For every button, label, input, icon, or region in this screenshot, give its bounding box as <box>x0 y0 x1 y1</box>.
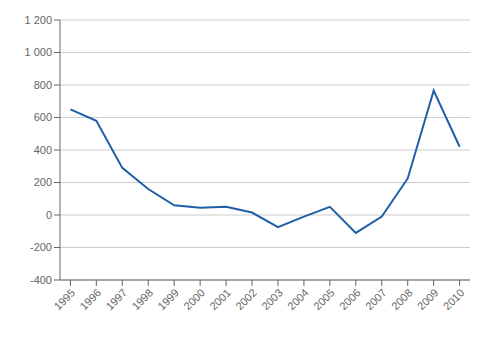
svg-text:2004: 2004 <box>285 286 311 312</box>
svg-text:800: 800 <box>34 79 52 91</box>
svg-text:1995: 1995 <box>52 286 78 312</box>
svg-text:2007: 2007 <box>363 286 389 312</box>
svg-text:2003: 2003 <box>259 286 285 312</box>
svg-text:600: 600 <box>34 111 52 123</box>
svg-text:1 000: 1 000 <box>24 46 52 58</box>
svg-text:2005: 2005 <box>311 286 337 312</box>
svg-text:0: 0 <box>46 209 52 221</box>
svg-text:1997: 1997 <box>103 286 129 312</box>
svg-text:2010: 2010 <box>441 286 467 312</box>
svg-text:2000: 2000 <box>181 286 207 312</box>
svg-text:2008: 2008 <box>389 286 415 312</box>
svg-text:2001: 2001 <box>207 286 233 312</box>
svg-text:1998: 1998 <box>129 286 155 312</box>
svg-text:2006: 2006 <box>337 286 363 312</box>
svg-text:2002: 2002 <box>233 286 259 312</box>
svg-text:1 200: 1 200 <box>24 14 52 26</box>
svg-text:-200: -200 <box>30 241 52 253</box>
svg-text:1999: 1999 <box>155 286 181 312</box>
svg-text:-400: -400 <box>30 274 52 286</box>
svg-text:1996: 1996 <box>77 286 103 312</box>
svg-text:2009: 2009 <box>415 286 441 312</box>
svg-text:200: 200 <box>34 176 52 188</box>
svg-text:400: 400 <box>34 144 52 156</box>
